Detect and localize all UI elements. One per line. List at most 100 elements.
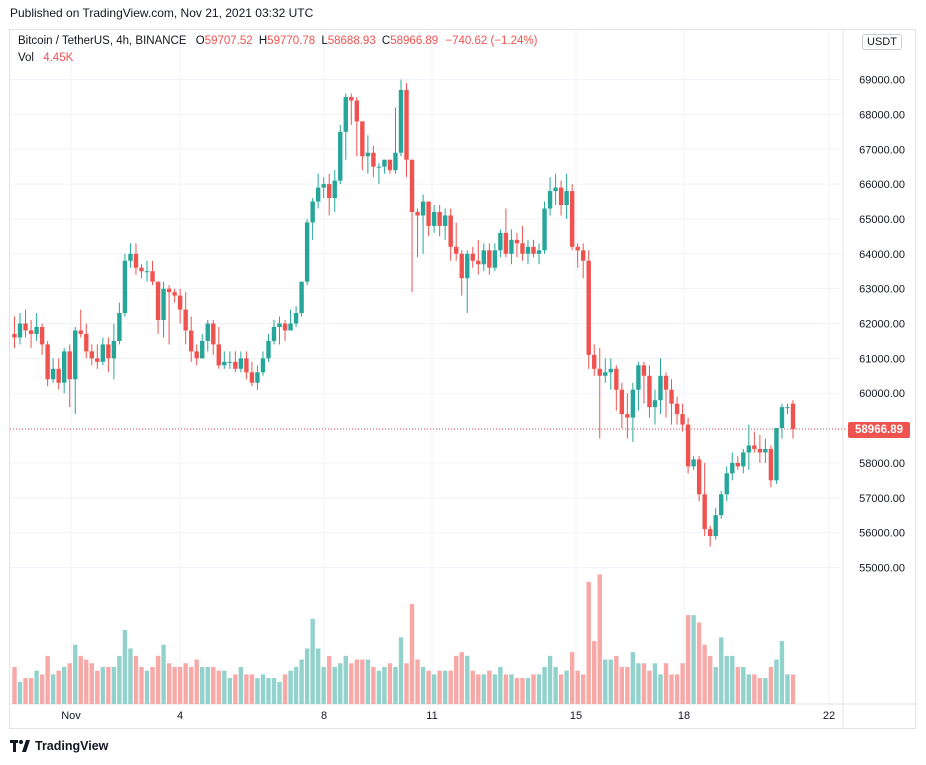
candle-body: [586, 260, 591, 355]
currency-unit-button[interactable]: USDT: [862, 34, 902, 50]
volume-bar: [233, 674, 238, 704]
volume-bar: [227, 678, 233, 704]
candle-body: [299, 281, 304, 314]
volume-bar: [194, 659, 199, 704]
volume-bar: [685, 615, 691, 704]
candle-body: [592, 354, 597, 369]
volume-bar: [211, 666, 216, 704]
volume-bar: [586, 581, 591, 704]
volume-bar: [492, 674, 498, 704]
volume-bar: [349, 663, 354, 704]
volume-bar: [476, 674, 481, 704]
candle-body: [779, 407, 785, 429]
volume-bar: [536, 674, 542, 704]
candle-body: [580, 250, 586, 261]
volume-bar: [338, 663, 343, 704]
volume-bar: [647, 670, 652, 704]
x-tick-label: 15: [570, 710, 582, 722]
candle-body: [553, 187, 558, 192]
candle-body: [630, 389, 636, 418]
x-tick-label: 11: [426, 710, 437, 722]
volume-bar: [382, 666, 387, 704]
candle-body: [569, 191, 575, 247]
volume-bar: [691, 615, 696, 704]
volume-bar: [39, 674, 45, 704]
volume-bar: [564, 670, 569, 704]
volume-bar: [387, 663, 393, 704]
candle-body: [641, 365, 647, 376]
volume-bar: [365, 659, 371, 704]
candle-body: [343, 96, 348, 132]
high-label: H: [258, 35, 268, 47]
candle-body: [442, 215, 448, 226]
volume-bar: [343, 655, 348, 704]
volume-bar: [663, 663, 669, 704]
volume-bar: [713, 666, 718, 704]
volume-bar: [409, 604, 415, 704]
candle-body: [293, 313, 299, 324]
volume-bar: [371, 666, 376, 704]
candle-body: [95, 358, 100, 362]
candle-body: [752, 445, 757, 449]
volume-bar: [520, 678, 525, 704]
candle-body: [487, 250, 492, 268]
candle-body: [84, 333, 89, 352]
volume-bar: [746, 674, 752, 704]
volume-bar: [741, 666, 746, 704]
candle-body: [448, 215, 453, 247]
volume-bar: [172, 666, 177, 704]
volume-bar: [183, 663, 188, 704]
volume-bar: [293, 666, 299, 704]
volume-bar: [100, 666, 106, 704]
candle-body: [89, 351, 94, 359]
legend-ohlc: Bitcoin / TetherUS, 4h, BINANCE O59707.5…: [18, 35, 537, 47]
candle-body: [277, 323, 282, 327]
volume-bar: [45, 655, 50, 704]
candle-body: [177, 295, 183, 310]
volume-bar: [50, 674, 56, 704]
candle-body: [172, 292, 177, 296]
candle-body: [111, 340, 117, 359]
close-value: 58966.89: [390, 35, 439, 47]
volume-bar: [282, 674, 288, 704]
candle-body: [12, 333, 17, 338]
volume-bar: [249, 674, 255, 704]
y-tick-label: 64000.00: [859, 249, 905, 261]
volume-bar: [459, 652, 464, 704]
published-caption: Published on TradingView.com, Nov 21, 20…: [10, 6, 314, 20]
volume-bar: [575, 670, 580, 704]
candle-body: [144, 271, 150, 273]
candle-body: [575, 246, 580, 251]
candle-body: [398, 90, 404, 153]
volume-bar: [188, 666, 194, 704]
volume-bar: [542, 666, 547, 704]
footer-brand[interactable]: TradingView: [10, 739, 108, 753]
candle-body: [785, 407, 790, 409]
volume-bar: [255, 678, 260, 704]
candle-body: [669, 389, 674, 404]
candle-body: [547, 191, 553, 209]
volume-bar: [674, 674, 680, 704]
volume-bar: [23, 678, 28, 704]
candle-body: [34, 326, 39, 334]
x-tick-label: 8: [321, 710, 327, 722]
candle-body: [597, 368, 602, 376]
candle-body: [128, 253, 133, 261]
y-tick-label: 66000.00: [859, 179, 905, 191]
candle-body: [255, 372, 260, 383]
volume-bar: [442, 670, 448, 704]
volume-bar: [465, 655, 470, 704]
candle-body: [603, 372, 608, 376]
y-tick-label: 55000.00: [859, 562, 905, 574]
close-label: C: [381, 35, 391, 47]
candle-body: [28, 330, 34, 334]
candle-body: [542, 208, 547, 251]
volume-bar: [763, 678, 768, 704]
volume-bar: [360, 659, 365, 704]
volume-bar: [166, 663, 172, 704]
candle-body: [465, 253, 470, 279]
volume-bar: [680, 663, 685, 704]
candle-body: [200, 340, 205, 359]
y-tick-label: 62000.00: [859, 319, 905, 331]
